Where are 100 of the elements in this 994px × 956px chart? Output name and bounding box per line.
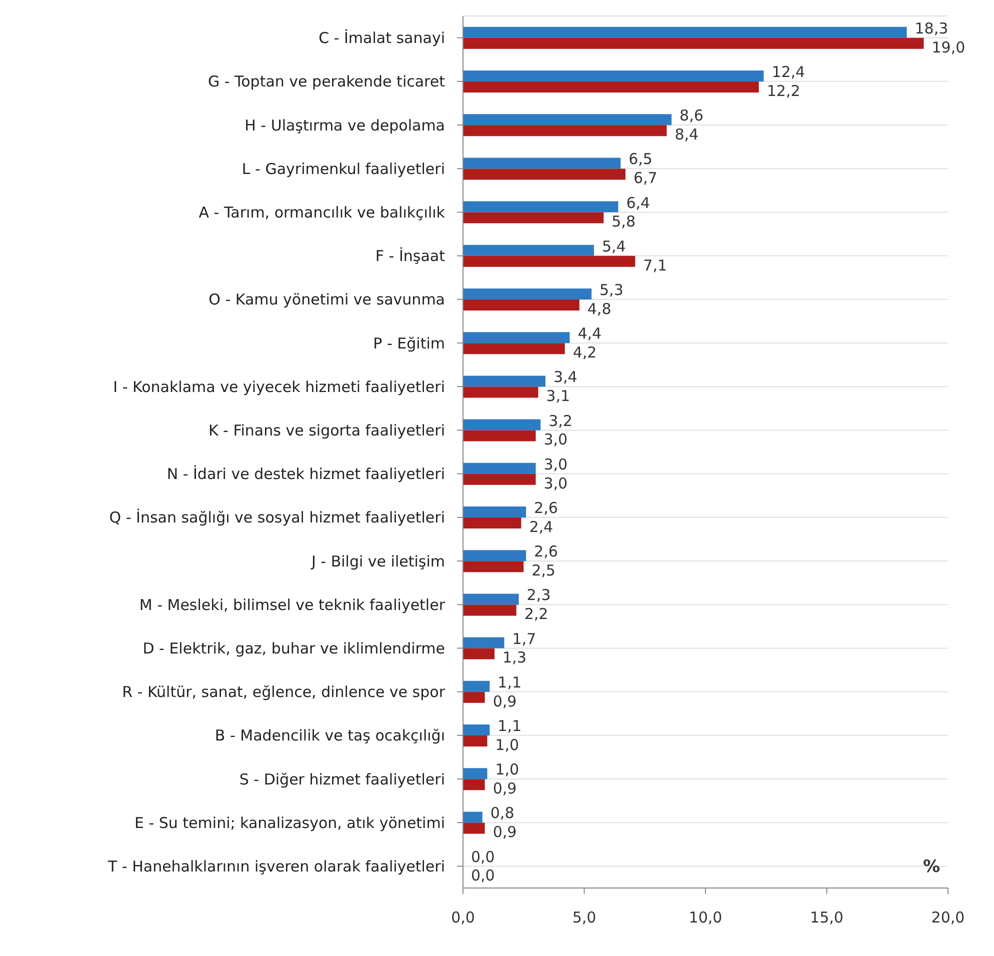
data-label: 1,1: [498, 673, 522, 692]
bar: [463, 386, 538, 398]
y-tick-label: S - Diğer hizmet faaliyetleri: [239, 770, 445, 788]
y-tick-label: N - İdari ve destek hizmet faaliyetleri: [166, 465, 445, 484]
y-tick-label: G - Toptan ve perakende ticaret: [208, 72, 446, 91]
data-label: 2,2: [524, 605, 548, 624]
y-tick-label: D - Elektrik, gaz, buhar ve iklimlendirme: [142, 640, 445, 658]
bar: [463, 822, 485, 834]
data-label: 4,4: [578, 324, 602, 343]
data-label: 1,3: [502, 648, 526, 667]
data-label: 5,4: [602, 237, 626, 256]
data-label: 2,6: [534, 499, 558, 518]
data-label: 4,8: [587, 300, 612, 318]
data-label: 1,1: [498, 717, 522, 736]
bar: [463, 332, 570, 344]
data-label: 12,2: [766, 82, 800, 100]
data-label: 2,6: [534, 542, 558, 561]
y-tick-label: C - İmalat sanayi: [318, 29, 445, 48]
data-label: 0,0: [471, 866, 495, 885]
x-tick-label: 0,0: [451, 908, 475, 927]
y-tick-label: Q - İnsan sağlığı ve sosyal hizmet faaliyetleri: [109, 508, 445, 527]
y-tick-label: B - Madencilik ve taş ocakçılığı: [214, 726, 445, 745]
bar: [463, 38, 924, 49]
bar: [463, 212, 604, 224]
annotation: %: [922, 857, 940, 877]
bar: [463, 462, 536, 474]
y-tick-label: J - Bilgi ve iletişim: [310, 552, 445, 570]
bar: [463, 637, 504, 648]
x-tick-label: 15,0: [810, 908, 844, 927]
data-label: 4,2: [572, 344, 597, 362]
data-label: 3,1: [546, 387, 570, 406]
data-label: 0,9: [492, 823, 517, 842]
data-label: 1,7: [512, 630, 536, 648]
bar: [463, 736, 488, 746]
data-label: 12,4: [772, 63, 806, 82]
bar: [463, 768, 488, 780]
data-label: 5,8: [612, 212, 636, 231]
data-label: 3,0: [544, 455, 568, 474]
bar: [463, 70, 764, 82]
data-label: 0,9: [492, 692, 517, 710]
bar: [463, 125, 667, 136]
bar: [463, 376, 546, 387]
data-label: 0,0: [471, 848, 495, 866]
bar: [463, 561, 524, 572]
y-tick-label: O - Kamu yönetimi ve savunma: [208, 290, 445, 309]
data-label: 2,4: [529, 518, 554, 536]
bar: [463, 343, 565, 354]
x-tick-label: 20,0: [931, 908, 965, 927]
data-label: 5,3: [600, 281, 624, 300]
y-tick-label: E - Su temini; kanalizasyon, atık yönetimi: [134, 814, 445, 832]
bar: [463, 419, 541, 430]
data-label: 1,0: [495, 736, 520, 754]
bar: [463, 550, 526, 562]
bar: [463, 114, 672, 126]
data-label: 2,5: [532, 562, 556, 580]
bar: [463, 256, 636, 267]
bar: [463, 201, 618, 212]
y-tick-label: K - Finans ve sigorta faaliyetleri: [208, 422, 445, 440]
data-label: 8,6: [680, 106, 704, 125]
x-tick-label: 5,0: [572, 908, 596, 927]
bar: [463, 724, 490, 736]
bar: [463, 158, 621, 169]
bar: [463, 518, 522, 528]
data-label: 6,4: [626, 194, 650, 212]
data-label: 1,0: [495, 760, 520, 779]
data-label: 6,7: [633, 169, 658, 188]
data-label: 0,8: [490, 804, 514, 822]
bar: [463, 812, 482, 823]
bar: [463, 168, 626, 180]
bar: [463, 300, 580, 310]
data-label: 3,2: [548, 412, 572, 430]
bar: [463, 26, 907, 38]
bar: [463, 244, 594, 256]
data-label: 7,1: [643, 256, 668, 274]
data-label: 2,3: [526, 586, 551, 604]
data-label: 3,4: [553, 368, 578, 386]
y-tick-label: F - İnşaat: [375, 247, 446, 266]
bar: [463, 779, 485, 790]
bar: [463, 474, 536, 485]
y-tick-label: H - Ulaştırma ve depolama: [244, 116, 445, 134]
x-tick-label: 10,0: [688, 908, 722, 927]
data-label: 19,0: [932, 38, 966, 56]
y-tick-label: R - Kültür, sanat, eğlence, dinlence ve spor: [122, 683, 446, 702]
y-tick-label: P - Eğitim: [373, 334, 445, 352]
bar: [463, 648, 495, 660]
y-tick-label: A - Tarım, ormancılık ve balıkçılık: [198, 204, 446, 222]
bar: [463, 506, 526, 518]
y-tick-label: L - Gayrimenkul faaliyetleri: [242, 160, 445, 178]
bar: [463, 288, 592, 300]
data-label: 6,5: [628, 150, 652, 168]
bar: [463, 82, 759, 92]
bar: [463, 604, 516, 616]
y-tick-label: I - Konaklama ve yiyecek hizmeti faaliyetleri: [113, 378, 445, 396]
bar: [463, 594, 519, 605]
data-label: 18,3: [914, 19, 948, 38]
data-label: 3,0: [544, 430, 568, 449]
data-label: 8,4: [674, 126, 699, 144]
bar: [463, 680, 490, 692]
y-tick-label: M - Mesleki, bilimsel ve teknik faaliyetler: [139, 596, 446, 614]
data-label: 3,0: [544, 474, 568, 492]
